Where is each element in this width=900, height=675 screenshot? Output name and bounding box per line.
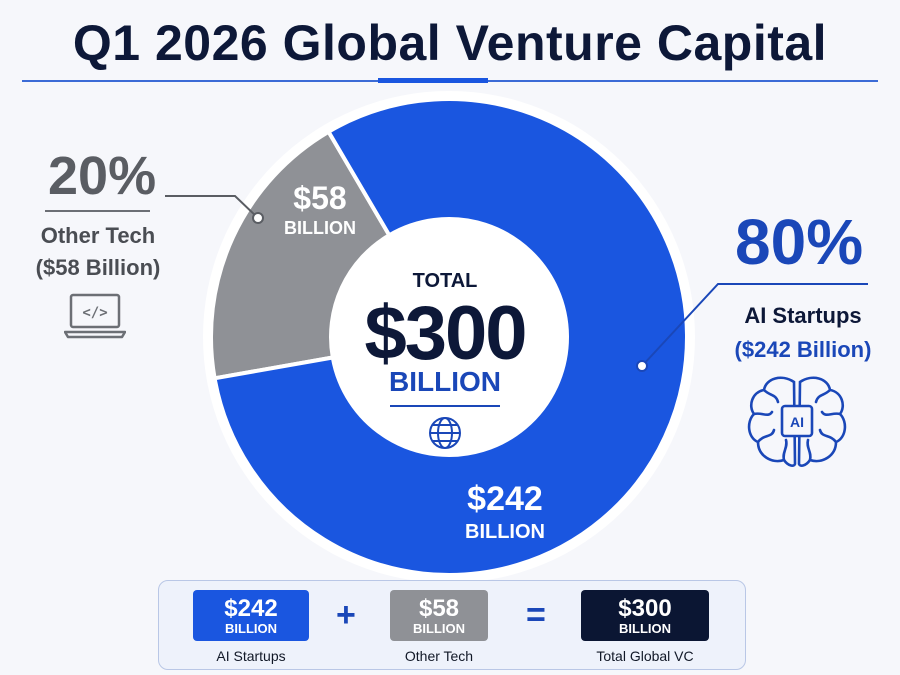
equation-plus: + [336, 596, 356, 634]
ai-startups-label: AI Startups [744, 303, 862, 328]
page-title: Q1 2026 Global Venture Capital [72, 15, 828, 71]
other-slice-unit: BILLION [284, 218, 356, 238]
equation-other-unit: BILLION [413, 621, 465, 636]
equation-equals: = [526, 596, 546, 634]
center-divider [390, 405, 500, 407]
ai-startups-slice [212, 97, 689, 577]
donut-center [335, 223, 563, 451]
title-accent-bar [378, 78, 488, 83]
center-total-label: TOTAL [412, 270, 478, 292]
equation-total-unit: BILLION [619, 621, 671, 636]
laptop-code-icon: </> [64, 293, 126, 339]
equation-ai-caption: AI Startups [216, 648, 286, 664]
ai-startups-amount: ($242 Billion) [734, 337, 872, 362]
other-tech-percent: 20% [48, 146, 157, 206]
brain-ai-icon: AI [747, 376, 847, 467]
other-tech-leader-dot [252, 212, 264, 224]
globe-icon [429, 417, 461, 449]
other-tech-label: Other Tech [40, 223, 156, 248]
equation-ai-box: $242 BILLION [193, 590, 309, 641]
svg-text:</>: </> [82, 305, 107, 321]
ai-startups-percent: 80% [735, 206, 864, 278]
equation-total-box: $300 BILLION [581, 590, 709, 641]
other-slice-value: $58 [293, 180, 347, 216]
equation-other-value: $58 [418, 595, 460, 622]
equation-ai-unit: BILLION [225, 621, 277, 636]
other-tech-amount: ($58 Billion) [35, 255, 161, 280]
ai-slice-value: $242 [467, 480, 543, 518]
other-tech-slice [209, 128, 393, 381]
equation-other-caption: Other Tech [404, 648, 474, 664]
center-total-value: $300 [364, 291, 527, 376]
equation-total-caption: Total Global VC [596, 648, 694, 664]
other-tech-leader [165, 195, 259, 219]
equation-total-value: $300 [618, 595, 672, 622]
svg-text:AI: AI [790, 414, 804, 430]
ai-startups-rule [718, 283, 868, 285]
ai-slice-unit: BILLION [465, 521, 545, 543]
center-total-unit: BILLION [389, 366, 501, 397]
equation-other-box: $58 BILLION [390, 590, 488, 641]
equation-ai-value: $242 [224, 595, 278, 622]
ai-startups-leader-dot [636, 360, 648, 372]
other-tech-rule [45, 210, 150, 212]
